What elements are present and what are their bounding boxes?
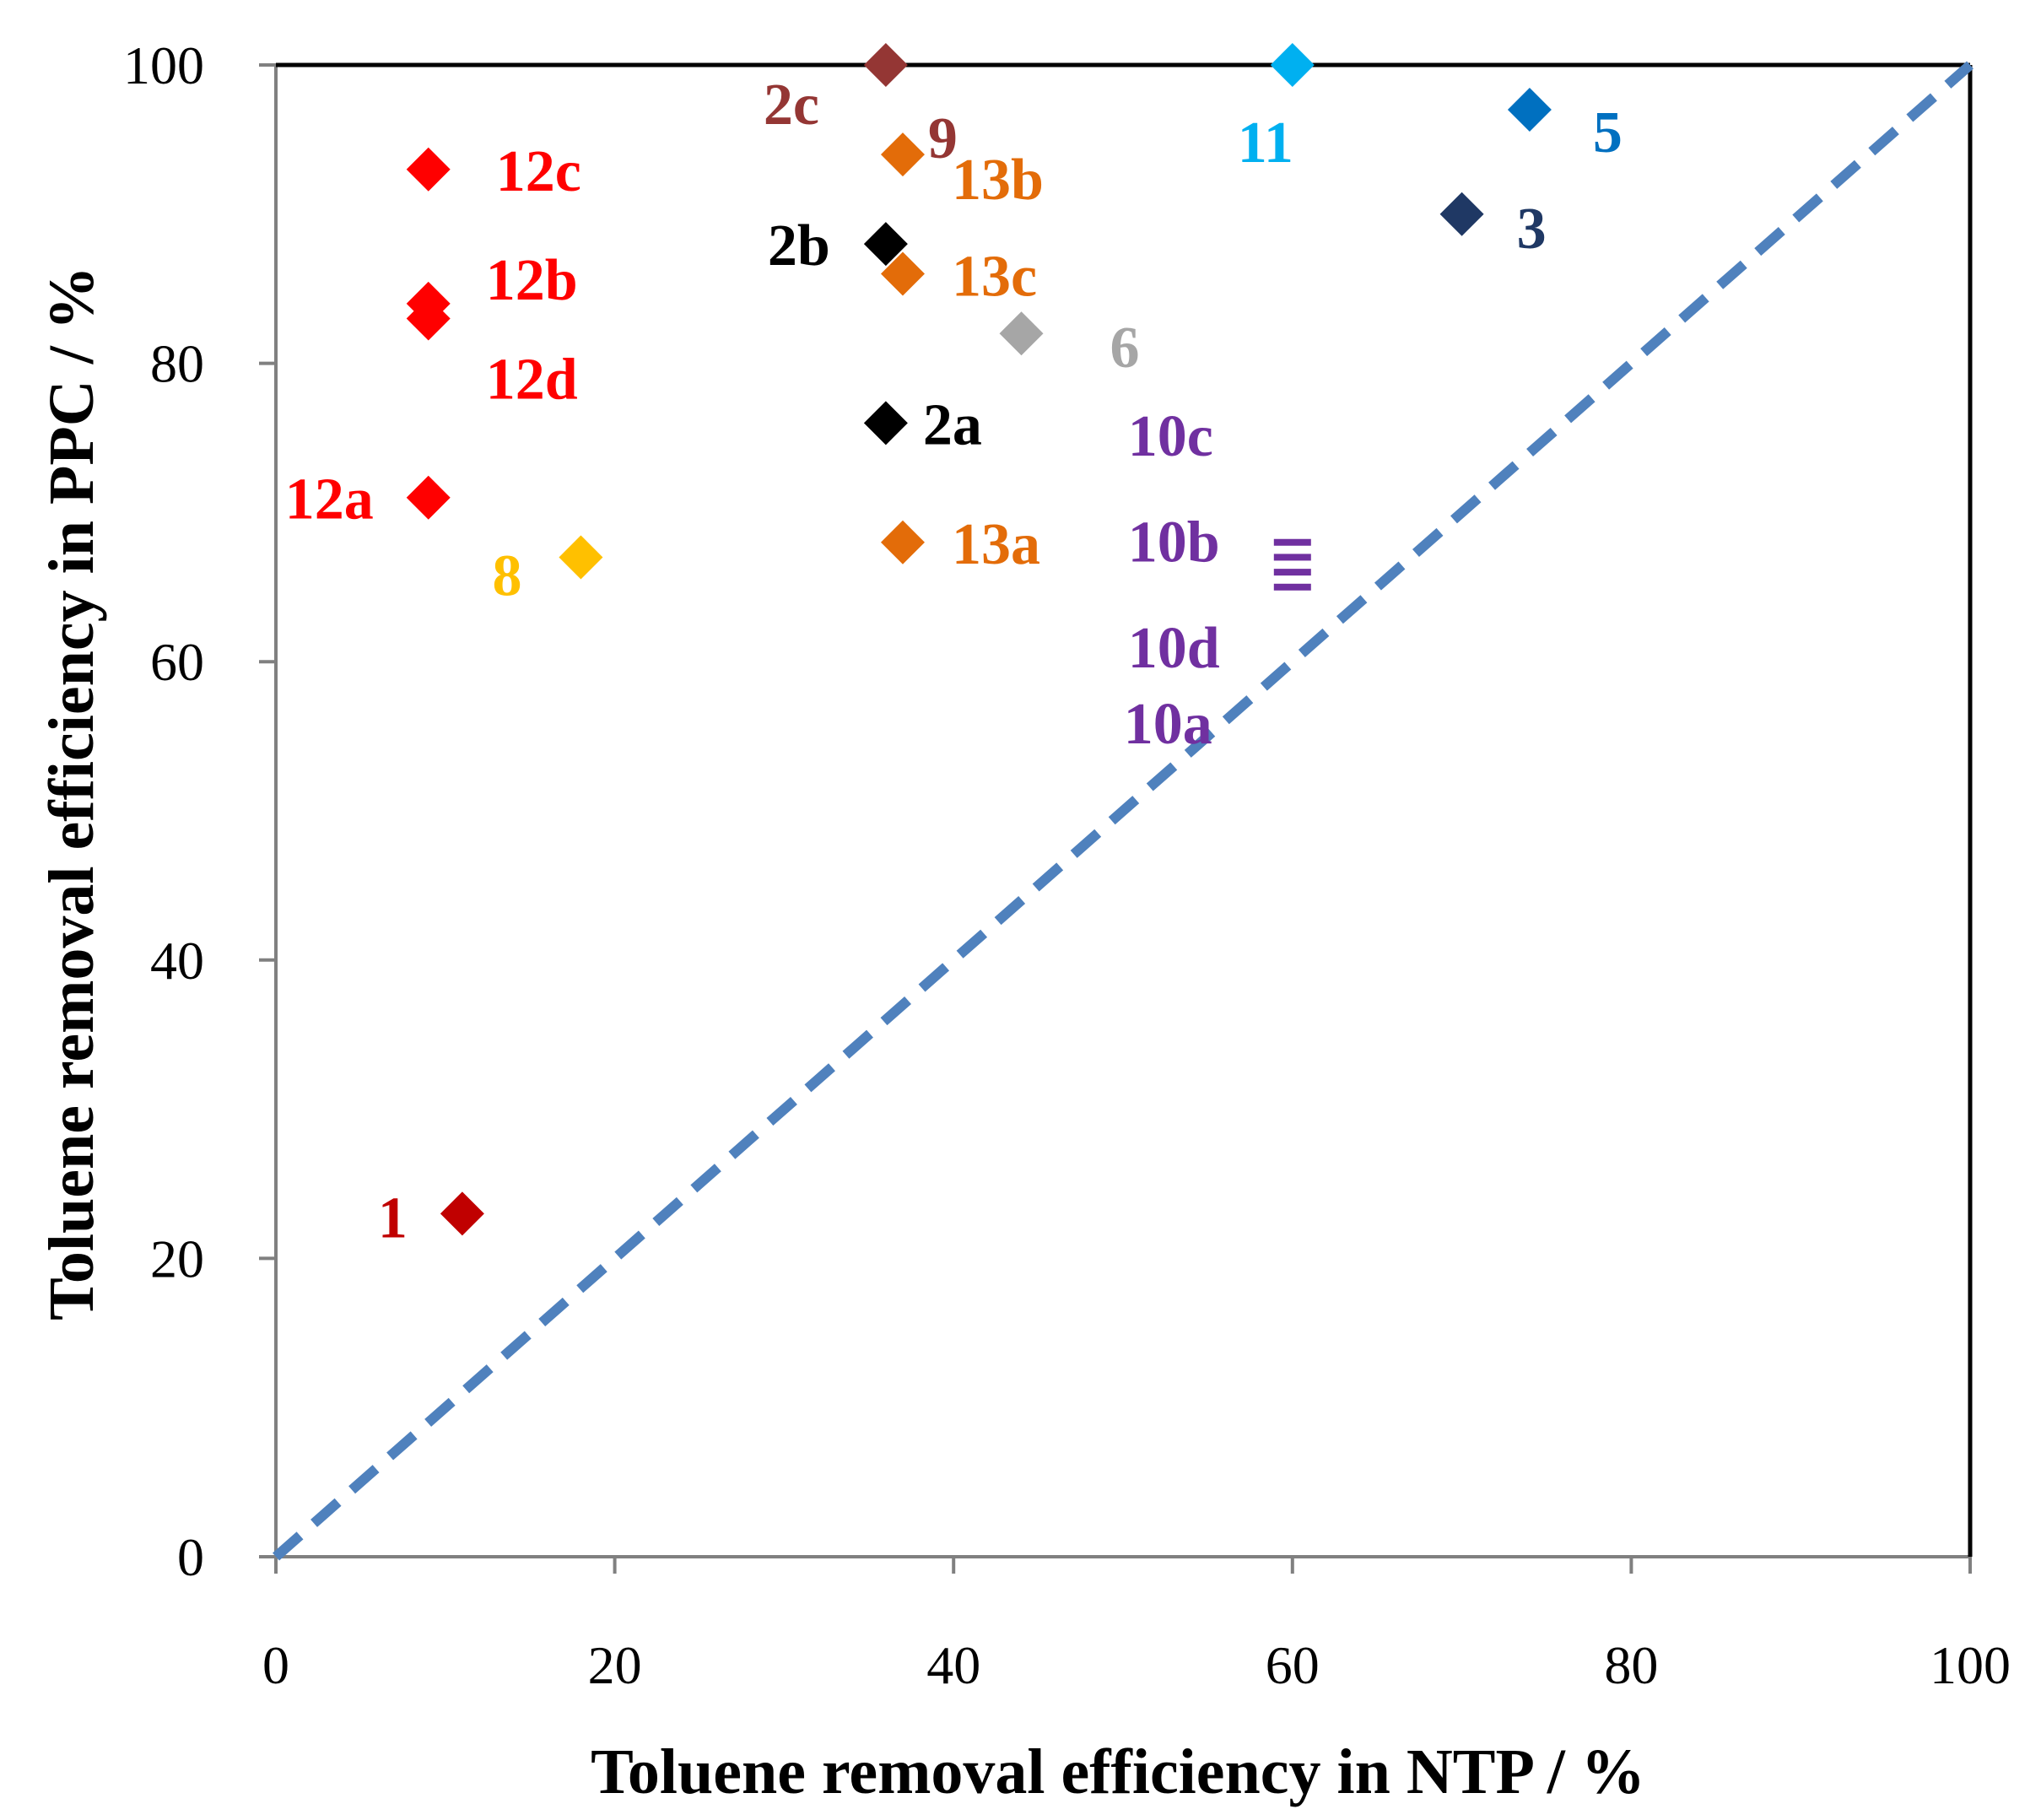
data-label: 6 bbox=[1110, 316, 1140, 381]
data-label: 2c bbox=[764, 73, 819, 138]
data-label: 2b bbox=[768, 213, 830, 278]
data-label: 12d bbox=[486, 348, 578, 413]
data-marker-diamond bbox=[1439, 192, 1484, 236]
data-label: 11 bbox=[1238, 111, 1293, 176]
reference-line-group bbox=[273, 61, 1974, 1561]
data-label: 13b bbox=[952, 148, 1044, 213]
x-tick-label: 80 bbox=[1604, 1635, 1658, 1695]
data-marker-diamond bbox=[406, 296, 451, 341]
data-label: 10b bbox=[1128, 510, 1220, 575]
x-tick-label: 40 bbox=[926, 1635, 980, 1695]
data-marker-dash bbox=[1273, 538, 1311, 546]
data-label: 12b bbox=[486, 248, 578, 313]
data-labels: 12a2b2c3568910a10b10c10d1112a12b12c12d13… bbox=[285, 73, 1623, 1250]
data-marker-diamond bbox=[559, 535, 603, 580]
y-tick-label: 0 bbox=[177, 1527, 204, 1587]
data-label: 2a bbox=[923, 392, 982, 457]
data-marker-diamond bbox=[880, 132, 925, 177]
reference-line bbox=[273, 61, 1974, 1561]
data-marker-diamond bbox=[1507, 88, 1552, 132]
data-marker-diamond bbox=[440, 1191, 484, 1236]
y-tick-label: 40 bbox=[150, 931, 204, 991]
data-marker-diamond bbox=[999, 311, 1044, 356]
x-tick-label: 0 bbox=[262, 1635, 289, 1695]
data-marker-diamond bbox=[880, 251, 925, 296]
data-marker-dash bbox=[1273, 583, 1311, 591]
data-label: 12c bbox=[496, 139, 581, 204]
data-label: 8 bbox=[492, 543, 521, 608]
data-marker-diamond bbox=[406, 475, 451, 520]
data-label: 10d bbox=[1128, 616, 1220, 681]
data-markers bbox=[406, 43, 1552, 1236]
y-tick-label: 20 bbox=[150, 1229, 204, 1288]
data-label: 10c bbox=[1128, 404, 1213, 469]
x-tick-label: 20 bbox=[588, 1635, 642, 1695]
data-label: 13a bbox=[952, 512, 1040, 577]
y-tick-label: 80 bbox=[150, 334, 204, 394]
data-marker-dash bbox=[1273, 554, 1311, 561]
data-marker-diamond bbox=[863, 222, 908, 267]
y-tick-label: 60 bbox=[150, 632, 204, 692]
data-marker-dash bbox=[1273, 569, 1311, 576]
data-marker-dash bbox=[868, 61, 903, 69]
data-marker-diamond bbox=[1270, 43, 1315, 87]
data-label: 12a bbox=[285, 467, 374, 532]
x-tick-label: 100 bbox=[1930, 1635, 2011, 1695]
data-label: 3 bbox=[1517, 197, 1547, 262]
data-label: 13c bbox=[952, 245, 1037, 310]
axes: 0 20 40 60 80 100 0 20 40 60 80 100 bbox=[123, 35, 2011, 1695]
data-marker-diamond bbox=[863, 401, 908, 446]
x-axis-title: Toluene removal efficiency in NTP / % bbox=[591, 1736, 1645, 1807]
data-label: 1 bbox=[378, 1185, 408, 1250]
data-marker-diamond bbox=[880, 520, 925, 564]
data-marker-diamond bbox=[406, 147, 451, 192]
x-tick-label: 60 bbox=[1266, 1635, 1320, 1695]
data-label: 5 bbox=[1593, 100, 1623, 165]
y-axis-title: Toluene removal efficiency in PPC / % bbox=[36, 266, 107, 1320]
data-label: 10a bbox=[1124, 692, 1212, 757]
data-label: 9 bbox=[928, 106, 958, 171]
y-tick-label: 100 bbox=[123, 35, 204, 95]
